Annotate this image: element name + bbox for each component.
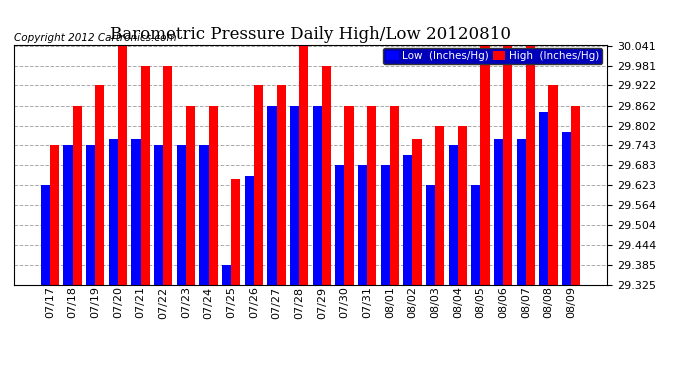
Bar bbox=[131, 139, 141, 285]
Bar bbox=[381, 165, 390, 285]
Bar bbox=[41, 185, 50, 285]
Bar bbox=[435, 126, 444, 285]
Bar bbox=[540, 112, 549, 285]
Bar bbox=[118, 46, 127, 285]
Bar bbox=[494, 139, 503, 285]
Bar bbox=[503, 46, 512, 285]
Bar bbox=[245, 176, 254, 285]
Bar bbox=[335, 165, 344, 285]
Bar bbox=[177, 145, 186, 285]
Bar bbox=[277, 86, 286, 285]
Bar bbox=[254, 86, 263, 285]
Bar bbox=[313, 105, 322, 285]
Bar bbox=[141, 66, 150, 285]
Bar bbox=[208, 105, 217, 285]
Bar bbox=[517, 139, 526, 285]
Bar bbox=[299, 46, 308, 285]
Bar bbox=[163, 66, 172, 285]
Bar bbox=[448, 145, 458, 285]
Bar bbox=[562, 132, 571, 285]
Bar bbox=[322, 66, 331, 285]
Bar bbox=[549, 86, 558, 285]
Bar bbox=[199, 145, 208, 285]
Bar bbox=[480, 46, 490, 285]
Bar bbox=[95, 86, 104, 285]
Bar bbox=[63, 145, 72, 285]
Bar bbox=[222, 265, 231, 285]
Bar bbox=[413, 139, 422, 285]
Bar bbox=[526, 46, 535, 285]
Bar bbox=[367, 105, 376, 285]
Bar bbox=[458, 126, 467, 285]
Legend: Low  (Inches/Hg), High  (Inches/Hg): Low (Inches/Hg), High (Inches/Hg) bbox=[384, 48, 602, 64]
Bar bbox=[109, 139, 118, 285]
Bar bbox=[471, 185, 480, 285]
Bar bbox=[268, 105, 277, 285]
Bar bbox=[290, 105, 299, 285]
Text: Copyright 2012 Cartronics.com: Copyright 2012 Cartronics.com bbox=[14, 33, 177, 43]
Bar bbox=[358, 165, 367, 285]
Bar bbox=[404, 155, 413, 285]
Bar bbox=[86, 145, 95, 285]
Bar bbox=[186, 105, 195, 285]
Bar bbox=[154, 145, 163, 285]
Bar bbox=[72, 105, 81, 285]
Bar bbox=[50, 145, 59, 285]
Bar bbox=[571, 105, 580, 285]
Bar bbox=[426, 185, 435, 285]
Bar bbox=[390, 105, 399, 285]
Bar bbox=[344, 105, 353, 285]
Title: Barometric Pressure Daily High/Low 20120810: Barometric Pressure Daily High/Low 20120… bbox=[110, 27, 511, 44]
Bar bbox=[231, 179, 240, 285]
